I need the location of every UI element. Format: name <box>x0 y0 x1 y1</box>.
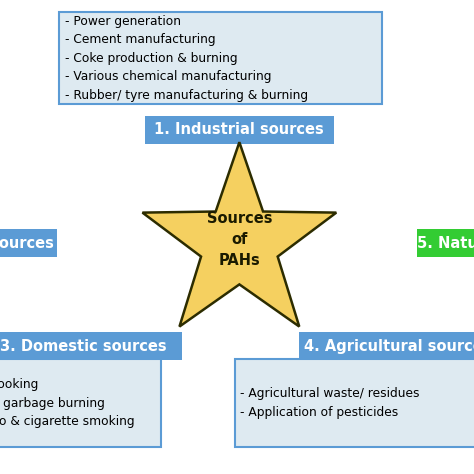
FancyBboxPatch shape <box>0 332 182 360</box>
FancyBboxPatch shape <box>235 359 474 447</box>
Text: - Agricultural waste/ residues
- Application of pesticides: - Agricultural waste/ residues - Applica… <box>240 387 420 419</box>
Polygon shape <box>143 142 336 327</box>
Text: Sources
of
PAHs: Sources of PAHs <box>207 211 272 268</box>
Text: - Power generation
- Cement manufacturing
- Coke production & burning
- Various : - Power generation - Cement manufacturin… <box>65 15 308 101</box>
Text: 1. Industrial sources: 1. Industrial sources <box>155 122 324 137</box>
Text: - Food cooking
- Waste/ garbage burning
- Tobacco & cigarette smoking: - Food cooking - Waste/ garbage burning … <box>0 378 135 428</box>
Text: 4. Agricultural sources: 4. Agricultural sources <box>304 338 474 354</box>
Text: 5. Natural sources: 5. Natural sources <box>417 236 474 251</box>
FancyBboxPatch shape <box>145 116 334 144</box>
FancyBboxPatch shape <box>299 332 474 360</box>
FancyBboxPatch shape <box>59 12 382 104</box>
FancyBboxPatch shape <box>0 359 161 447</box>
FancyBboxPatch shape <box>417 229 474 257</box>
FancyBboxPatch shape <box>0 229 57 257</box>
Text: 3. Domestic sources: 3. Domestic sources <box>0 338 166 354</box>
Text: 2. Mobile sources: 2. Mobile sources <box>0 236 54 251</box>
